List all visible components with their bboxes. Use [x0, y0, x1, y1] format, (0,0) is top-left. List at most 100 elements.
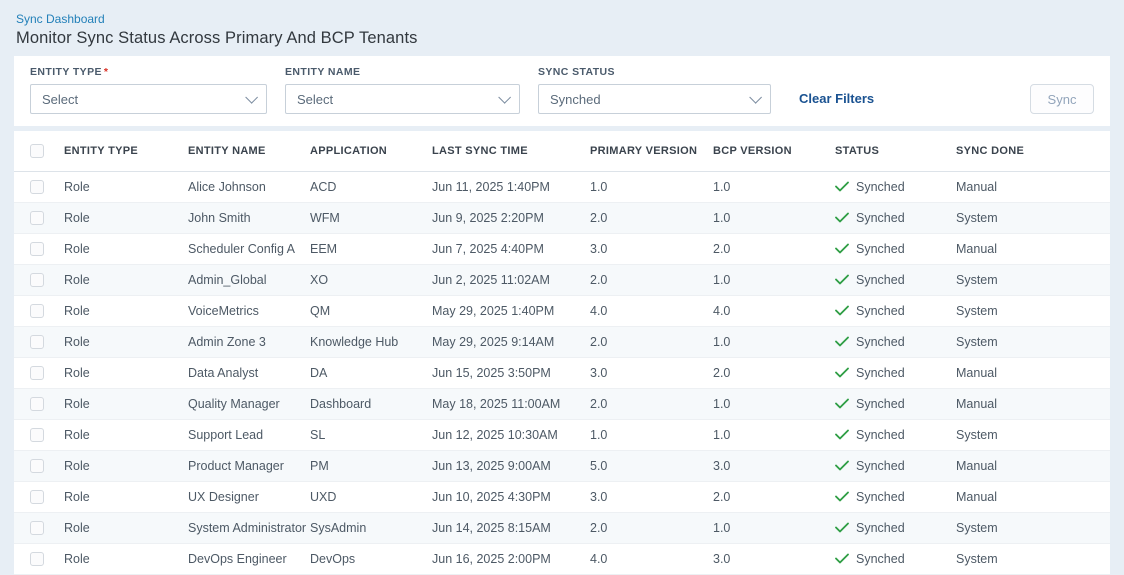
cell-application: PM	[310, 450, 432, 482]
check-icon	[835, 336, 849, 347]
row-checkbox-cell	[14, 419, 64, 451]
cell-bcp-version: 1.0	[713, 419, 835, 451]
check-icon	[835, 367, 849, 378]
filter-entity-name: ENTITY NAME Select	[285, 66, 520, 114]
cell-entity-type: Role	[64, 450, 188, 482]
cell-sync-done: System	[956, 543, 1110, 575]
cell-last-sync-time: Jun 7, 2025 4:40PM	[432, 233, 590, 265]
cell-last-sync-time: Jun 10, 2025 4:30PM	[432, 481, 590, 513]
cell-primary-version: 5.0	[590, 450, 713, 482]
entity-name-select[interactable]: Select	[285, 84, 520, 114]
cell-entity-name: UX Designer	[188, 481, 310, 513]
row-checkbox[interactable]	[30, 551, 44, 566]
table-row: Role Alice Johnson ACD Jun 11, 2025 1:40…	[14, 171, 1110, 203]
cell-entity-name: VoiceMetrics	[188, 295, 310, 327]
cell-bcp-version: 2.0	[713, 357, 835, 389]
cell-sync-done: System	[956, 419, 1110, 451]
row-checkbox[interactable]	[30, 489, 44, 504]
row-checkbox[interactable]	[30, 334, 44, 349]
entity-type-select[interactable]: Select	[30, 84, 267, 114]
row-checkbox[interactable]	[30, 179, 44, 194]
cell-application: WFM	[310, 202, 432, 234]
sync-button[interactable]: Sync	[1030, 84, 1094, 114]
row-checkbox[interactable]	[30, 520, 44, 535]
cell-entity-name: System Administrator	[188, 512, 310, 544]
entity-name-select-value: Select	[297, 91, 334, 107]
select-all-checkbox[interactable]	[30, 143, 44, 158]
row-checkbox-cell	[14, 202, 64, 234]
cell-primary-version: 2.0	[590, 512, 713, 544]
row-checkbox-cell	[14, 264, 64, 296]
row-checkbox[interactable]	[30, 241, 44, 256]
row-checkbox-cell	[14, 512, 64, 544]
row-checkbox-cell	[14, 326, 64, 358]
cell-status: Synched	[835, 326, 956, 358]
cell-entity-name: Data Analyst	[188, 357, 310, 389]
cell-application: Knowledge Hub	[310, 326, 432, 358]
cell-entity-name: DevOps Engineer	[188, 543, 310, 575]
cell-entity-type: Role	[64, 388, 188, 420]
cell-primary-version: 1.0	[590, 419, 713, 451]
filters-bar: ENTITY TYPE * Select ENTITY NAME Select S…	[14, 56, 1110, 126]
cell-last-sync-time: Jun 14, 2025 8:15AM	[432, 512, 590, 544]
cell-entity-type: Role	[64, 171, 188, 203]
page-header: Sync Dashboard Monitor Sync Status Acros…	[0, 0, 1124, 56]
row-checkbox-cell	[14, 388, 64, 420]
cell-entity-type: Role	[64, 357, 188, 389]
breadcrumb-sync-dashboard-link[interactable]: Sync Dashboard	[16, 12, 105, 26]
cell-application: EEM	[310, 233, 432, 265]
cell-last-sync-time: Jun 12, 2025 10:30AM	[432, 419, 590, 451]
page-title: Monitor Sync Status Across Primary And B…	[16, 29, 418, 47]
status-text: Synched	[856, 179, 905, 194]
row-checkbox-cell	[14, 450, 64, 482]
cell-status: Synched	[835, 543, 956, 575]
column-header: APPLICATION	[310, 131, 432, 172]
status-text: Synched	[856, 427, 905, 442]
row-checkbox[interactable]	[30, 458, 44, 473]
column-header: SYNC DONE	[956, 131, 1110, 172]
cell-sync-done: System	[956, 326, 1110, 358]
row-checkbox[interactable]	[30, 272, 44, 287]
table-row: Role John Smith WFM Jun 9, 2025 2:20PM 2…	[14, 202, 1110, 234]
row-checkbox[interactable]	[30, 396, 44, 411]
cell-status: Synched	[835, 202, 956, 234]
row-checkbox[interactable]	[30, 210, 44, 225]
cell-bcp-version: 1.0	[713, 171, 835, 203]
row-checkbox[interactable]	[30, 365, 44, 380]
cell-entity-type: Role	[64, 264, 188, 296]
cell-status: Synched	[835, 233, 956, 265]
cell-entity-type: Role	[64, 481, 188, 513]
cell-bcp-version: 1.0	[713, 202, 835, 234]
cell-entity-type: Role	[64, 233, 188, 265]
sync-status-select[interactable]: Synched	[538, 84, 771, 114]
cell-primary-version: 2.0	[590, 264, 713, 296]
header-checkbox-cell	[14, 131, 64, 172]
row-checkbox[interactable]	[30, 303, 44, 318]
sync-table: ENTITY TYPE ENTITY NAME APPLICATION LAST SY…	[14, 131, 1110, 575]
cell-application: ACD	[310, 171, 432, 203]
cell-entity-type: Role	[64, 202, 188, 234]
table-header-row: ENTITY TYPE ENTITY NAME APPLICATION LAST SY…	[14, 131, 1110, 172]
check-icon	[835, 181, 849, 192]
cell-status: Synched	[835, 388, 956, 420]
entity-type-label-text: ENTITY TYPE	[30, 66, 102, 78]
cell-bcp-version: 1.0	[713, 512, 835, 544]
cell-sync-done: System	[956, 264, 1110, 296]
cell-application: DevOps	[310, 543, 432, 575]
cell-entity-type: Role	[64, 295, 188, 327]
cell-entity-name: Scheduler Config A	[188, 233, 310, 265]
status-text: Synched	[856, 210, 905, 225]
status-text: Synched	[856, 303, 905, 318]
cell-entity-type: Role	[64, 512, 188, 544]
clear-filters-link[interactable]: Clear Filters	[799, 91, 875, 106]
cell-last-sync-time: Jun 9, 2025 2:20PM	[432, 202, 590, 234]
cell-sync-done: System	[956, 512, 1110, 544]
chevron-down-icon	[498, 90, 511, 104]
table-row: Role Admin Zone 3 Knowledge Hub May 29, …	[14, 326, 1110, 358]
cell-status: Synched	[835, 419, 956, 451]
row-checkbox[interactable]	[30, 427, 44, 442]
table-row: Role Product Manager PM Jun 13, 2025 9:0…	[14, 450, 1110, 482]
check-icon	[835, 429, 849, 440]
status-text: Synched	[856, 365, 905, 380]
cell-primary-version: 3.0	[590, 357, 713, 389]
